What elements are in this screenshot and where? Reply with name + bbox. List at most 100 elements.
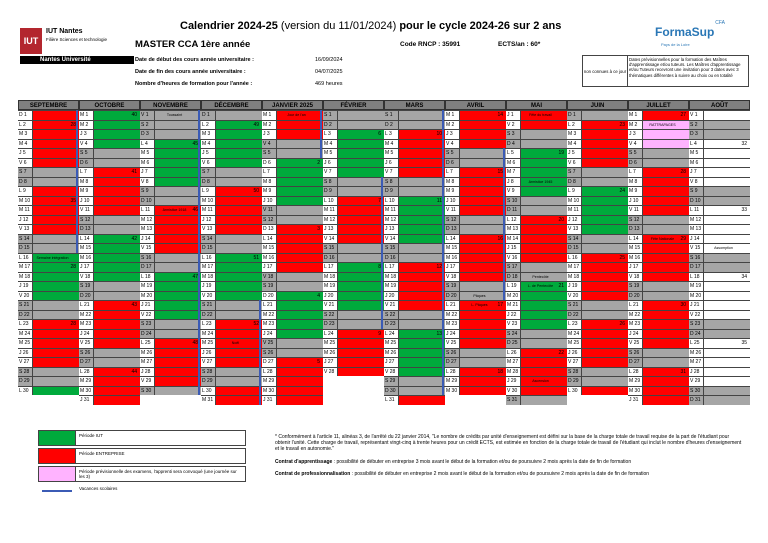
day-cell: J 6 — [384, 157, 445, 167]
day-period — [155, 234, 201, 243]
day-cell: M 2 — [79, 119, 140, 129]
day-letter: S 16 — [689, 253, 704, 262]
day-period — [216, 272, 262, 281]
day-period — [94, 348, 140, 357]
day-cell: L 7 — [262, 167, 323, 177]
day-period — [338, 282, 384, 291]
day-letter: M 9 — [445, 187, 460, 196]
day-period: 18 — [460, 367, 506, 376]
day-cell: V 11 — [628, 205, 689, 215]
day-letter: V 14 — [384, 234, 399, 243]
day-period — [216, 111, 262, 120]
day-period: Semaine intégration — [33, 253, 79, 262]
day-cell: J 3 — [445, 129, 506, 139]
day-label: Ascension — [532, 379, 549, 383]
day-cell: M 11 — [323, 205, 384, 215]
vacances-bar — [503, 148, 505, 300]
day-letter: V 15 — [140, 244, 155, 253]
day-period — [94, 310, 140, 319]
day-cell: M 6 — [689, 157, 750, 167]
day-cell: V 11 — [262, 205, 323, 215]
day-cell: S 7 — [18, 167, 79, 177]
day-period: 33 — [704, 206, 750, 215]
day-period — [460, 149, 506, 158]
day-letter: S 7 — [201, 168, 216, 177]
day-cell: M 20 — [140, 290, 201, 300]
day-cell: J 12 — [567, 214, 628, 224]
day-letter: V 13 — [567, 225, 582, 234]
day-cell: L 18 34 — [689, 271, 750, 281]
tutor-training-note: non connues à ce jour Dates prévisionnel… — [582, 55, 749, 87]
tutor-note-left: non connues à ce jour — [583, 56, 628, 86]
day-letter: M 10 — [201, 196, 216, 205]
day-cell: V 18 — [79, 271, 140, 281]
day-period — [277, 282, 323, 291]
day-period: 51 — [216, 253, 262, 262]
day-period — [94, 244, 140, 253]
day-cell: M 4 — [567, 138, 628, 148]
day-letter: L 21 — [262, 301, 277, 310]
week-number: 23 — [619, 121, 625, 128]
day-letter: J 31 — [79, 396, 94, 405]
day-letter: L 28 — [79, 367, 94, 376]
day-letter: D 15 — [18, 244, 33, 253]
day-cell: L 14 — [262, 233, 323, 243]
day-cell: D 20 — [628, 290, 689, 300]
day-letter: D 6 — [79, 158, 94, 167]
day-letter: D 15 — [201, 244, 216, 253]
day-period — [155, 215, 201, 224]
day-period — [338, 215, 384, 224]
day-period — [216, 263, 262, 272]
day-cell: M 17 — [201, 262, 262, 272]
day-letter: M 19 — [384, 282, 399, 291]
day-cell: V 29 — [140, 376, 201, 386]
day-period — [338, 272, 384, 281]
day-cell: J 17 — [262, 262, 323, 272]
day-letter: V 2 — [506, 120, 521, 129]
day-letter: V 28 — [323, 367, 338, 376]
week-number: 51 — [253, 254, 259, 261]
day-cell: V 4 — [445, 138, 506, 148]
day-letter: V 21 — [323, 301, 338, 310]
day-cell: M 17 28 — [18, 262, 79, 272]
day-letter: D 13 — [628, 225, 643, 234]
day-label: Armistice 1918 — [162, 208, 187, 212]
day-cell: D 27 5 — [262, 357, 323, 367]
info-label-hours: Nombre d'heures de formation pour l'anné… — [135, 81, 253, 87]
iut-logo-mark: IUT — [20, 28, 42, 54]
day-period — [704, 377, 750, 386]
day-letter: L 10 — [384, 196, 399, 205]
day-cell: M 4 — [18, 138, 79, 148]
day-period — [704, 187, 750, 196]
day-letter: M 23 — [628, 320, 643, 329]
day-cell: J 29 Ascension — [506, 376, 567, 386]
week-number: 5 — [317, 359, 320, 365]
day-period: 16 — [460, 234, 506, 243]
day-period — [338, 158, 384, 167]
week-number: 28 — [70, 121, 76, 128]
day-letter: M 26 — [384, 348, 399, 357]
day-cell: M 9 — [445, 186, 506, 196]
day-period — [399, 187, 445, 196]
day-cell: M 9 — [628, 186, 689, 196]
day-cell: M 19 — [384, 281, 445, 291]
day-letter: V 14 — [323, 234, 338, 243]
day-letter: S 9 — [689, 187, 704, 196]
day-label: Noël — [231, 341, 240, 345]
week-number: 2 — [317, 159, 320, 166]
day-period: 35 — [704, 339, 750, 348]
day-period: 49 — [216, 120, 262, 129]
day-cell: D 17 — [689, 262, 750, 272]
day-cell: D 3 — [140, 129, 201, 139]
day-letter: M 11 — [384, 206, 399, 215]
day-period — [704, 358, 750, 367]
day-period — [216, 196, 262, 205]
day-cell: S 23 — [140, 319, 201, 329]
nantes-universite-band: Nantes Université — [20, 56, 134, 64]
day-period: 22 — [521, 348, 567, 357]
day-cell: M 10 — [567, 195, 628, 205]
day-cell: S 19 — [79, 281, 140, 291]
day-period — [582, 196, 628, 205]
day-letter: M 2 — [79, 120, 94, 129]
day-cell: M 7 — [506, 167, 567, 177]
